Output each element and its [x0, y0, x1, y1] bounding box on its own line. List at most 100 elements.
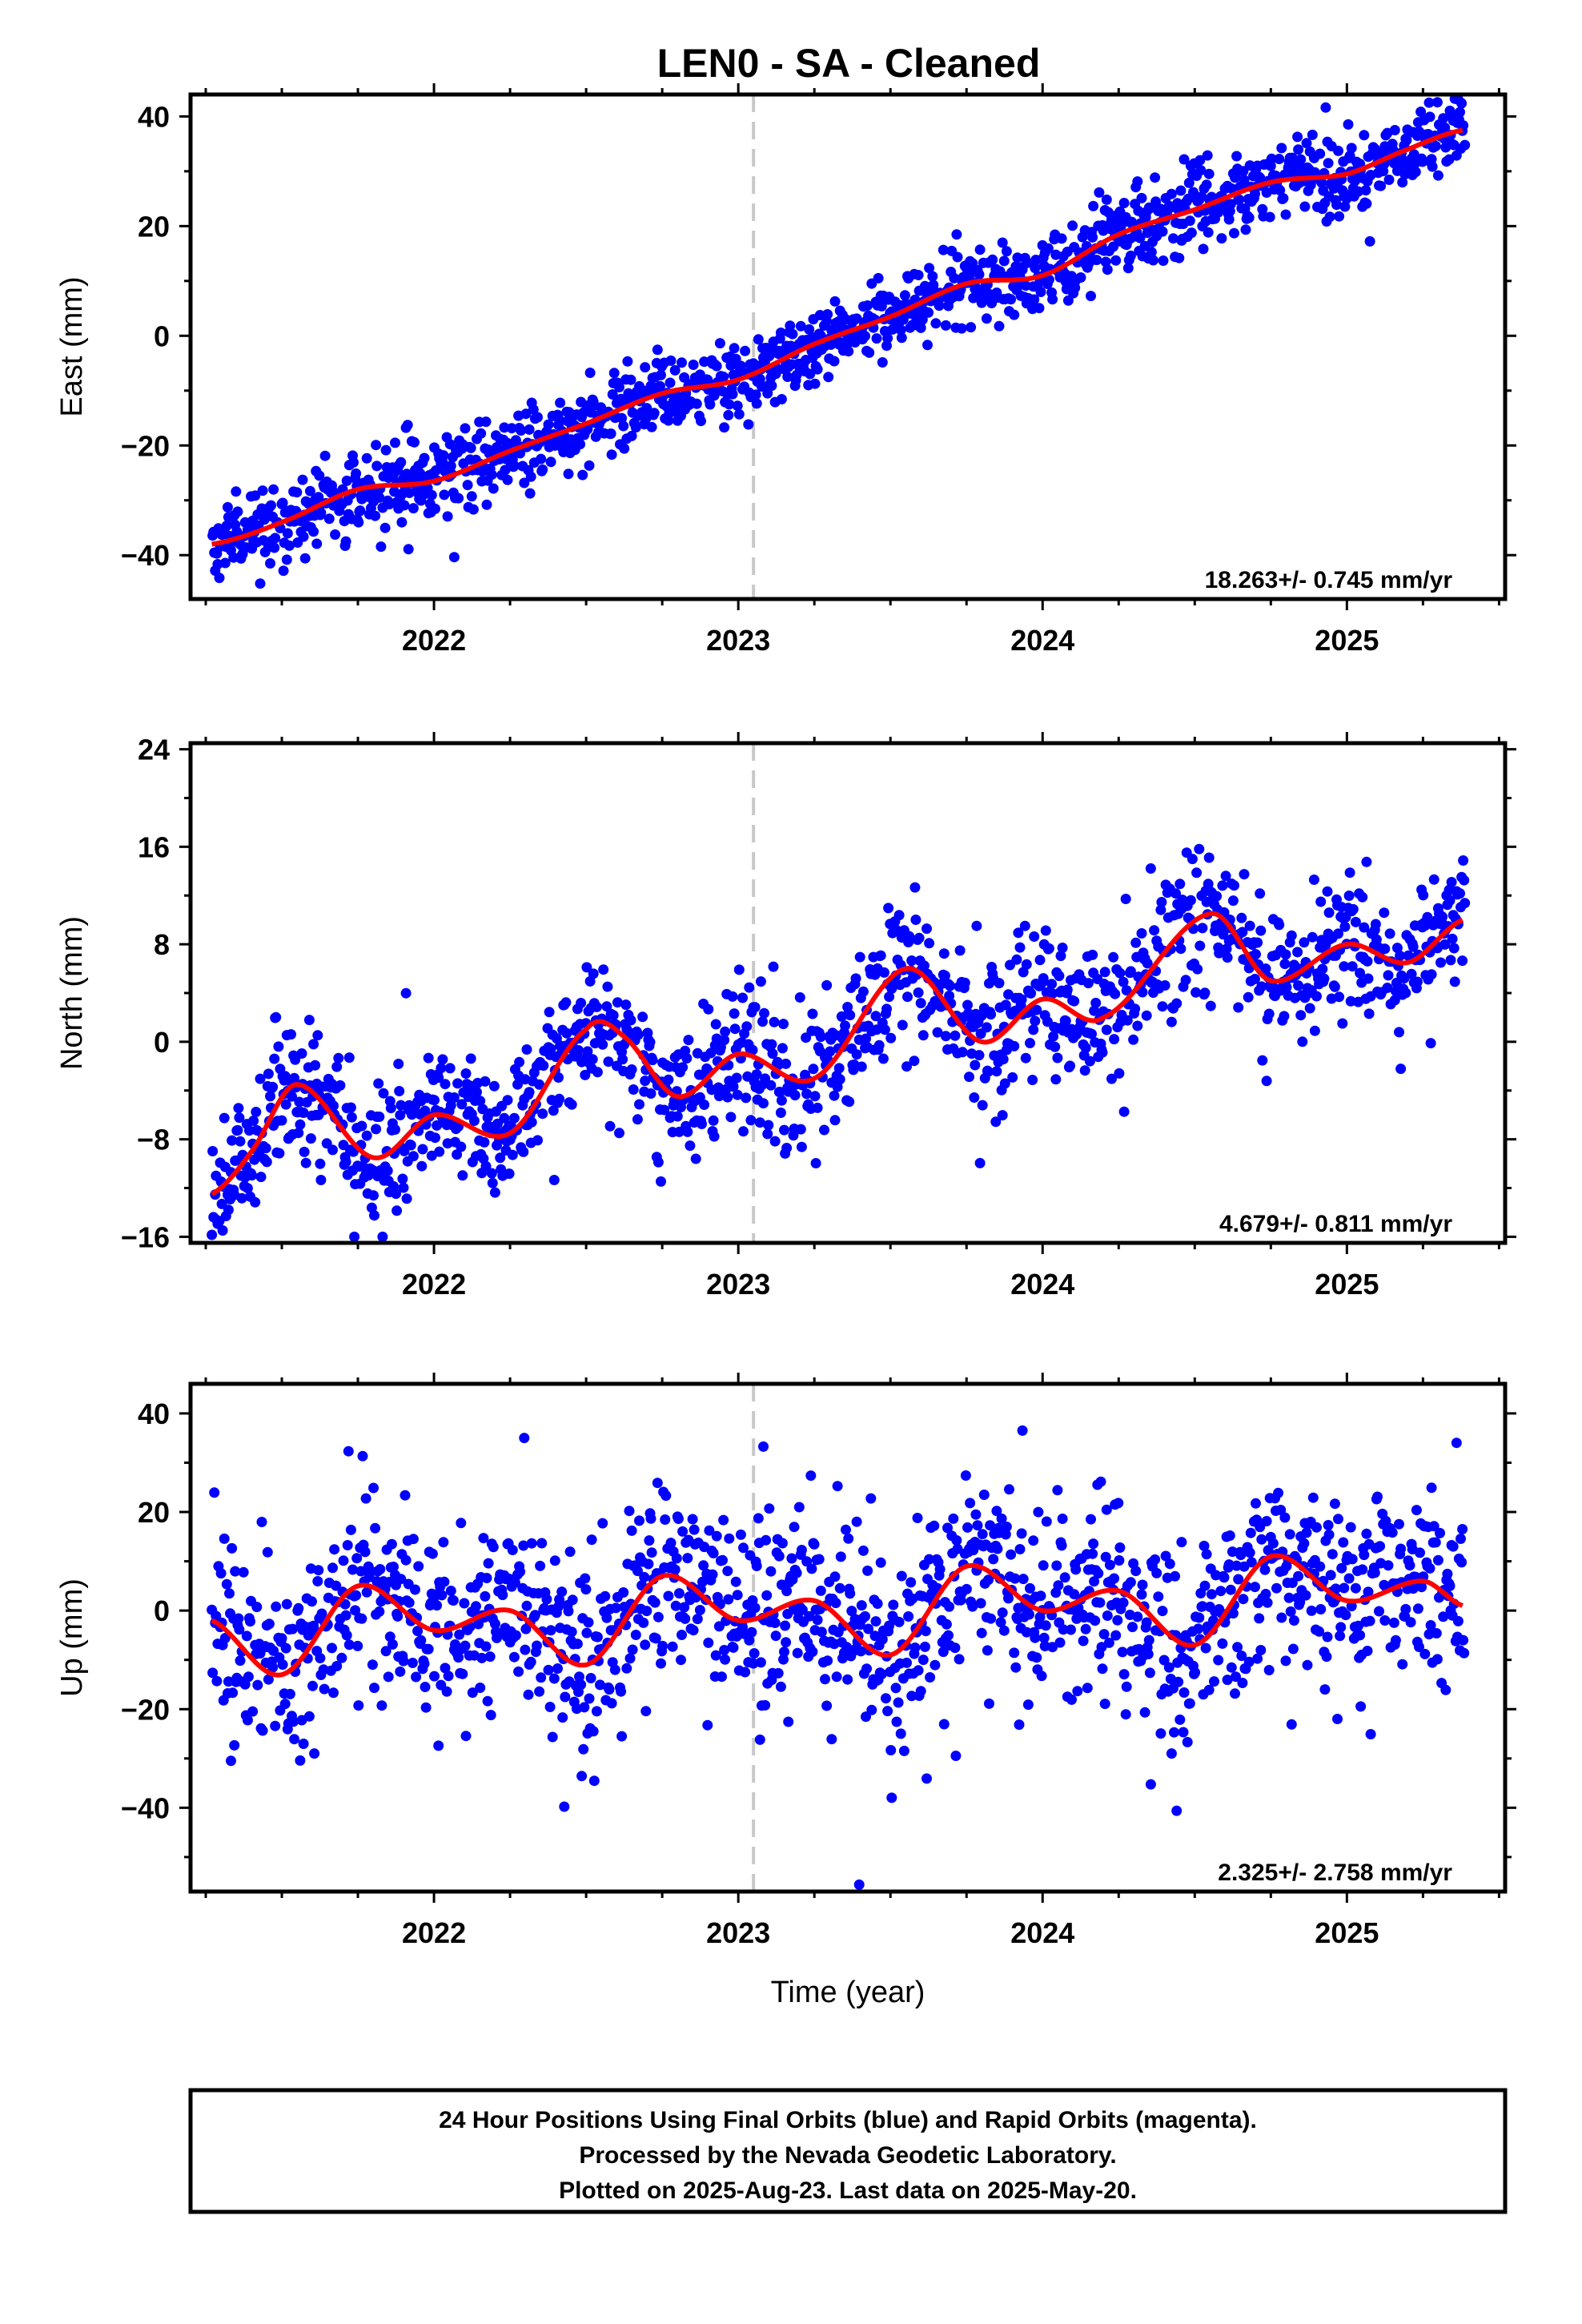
data-point	[516, 425, 527, 436]
data-point	[1286, 930, 1297, 941]
data-point	[1030, 1632, 1041, 1643]
data-point	[484, 1651, 496, 1663]
data-point	[1244, 920, 1255, 931]
data-point	[830, 1598, 841, 1609]
data-point	[1102, 264, 1113, 275]
data-point	[1134, 232, 1146, 243]
data-point	[543, 1664, 554, 1675]
fit-line-east	[211, 127, 1464, 547]
data-point	[673, 1588, 685, 1599]
data-point	[626, 430, 637, 441]
data-point	[720, 1654, 731, 1665]
data-point	[207, 1229, 218, 1240]
data-point	[1163, 1662, 1174, 1673]
data-point	[1261, 1516, 1272, 1526]
data-point	[1185, 895, 1196, 906]
data-point	[355, 1566, 367, 1577]
data-point	[1293, 1570, 1304, 1582]
data-point	[977, 1529, 988, 1540]
data-point	[223, 1676, 234, 1687]
data-point	[656, 1176, 666, 1187]
data-point	[374, 492, 385, 503]
data-point	[1357, 1564, 1368, 1575]
data-point	[860, 1610, 870, 1622]
data-point	[951, 229, 962, 240]
data-point	[1201, 1549, 1212, 1560]
data-point	[703, 1003, 714, 1015]
data-point	[1082, 1683, 1093, 1694]
data-point	[1157, 1606, 1168, 1617]
data-point	[645, 1513, 656, 1524]
data-point	[649, 1597, 661, 1608]
data-point	[952, 251, 963, 263]
data-point	[805, 1470, 817, 1482]
data-point	[885, 1032, 897, 1043]
data-point	[1306, 1605, 1317, 1616]
data-point	[938, 1647, 949, 1658]
data-point	[1292, 947, 1303, 958]
data-point	[1087, 231, 1098, 243]
data-point	[545, 1625, 556, 1636]
data-point	[576, 1771, 588, 1782]
data-point	[1066, 1694, 1077, 1705]
data-point	[536, 1538, 548, 1549]
data-point	[1295, 154, 1307, 165]
data-point	[1056, 1540, 1067, 1551]
data-point	[415, 468, 426, 479]
data-point	[502, 1095, 513, 1106]
data-point	[738, 1126, 749, 1137]
data-point	[252, 1679, 263, 1691]
data-point	[1425, 1620, 1436, 1630]
data-point	[1238, 1594, 1249, 1605]
data-point	[1252, 937, 1263, 948]
data-point	[915, 1686, 926, 1697]
data-point	[965, 1498, 976, 1509]
data-point	[1007, 1072, 1018, 1083]
data-point	[1130, 1003, 1141, 1015]
data-point	[388, 1562, 399, 1572]
data-point	[825, 1046, 836, 1057]
data-point	[801, 1556, 813, 1567]
data-point	[235, 1136, 246, 1147]
data-point	[263, 1618, 275, 1630]
data-point	[692, 1614, 703, 1625]
data-point	[1086, 1514, 1096, 1525]
data-point	[607, 389, 618, 400]
data-point	[792, 1647, 803, 1659]
data-point	[1001, 246, 1012, 257]
data-point	[1047, 1642, 1058, 1653]
data-point	[308, 526, 319, 537]
data-point	[1058, 1624, 1069, 1635]
data-point	[1221, 943, 1232, 955]
data-point	[679, 372, 690, 383]
data-point	[1086, 291, 1096, 302]
data-point	[1025, 1582, 1035, 1594]
data-point	[1286, 1719, 1297, 1730]
data-point	[351, 1553, 363, 1564]
data-point	[745, 1115, 757, 1126]
data-point	[1192, 963, 1203, 975]
data-point	[357, 1450, 368, 1462]
data-point	[1166, 188, 1177, 199]
data-point	[619, 443, 630, 454]
data-point	[1395, 1063, 1407, 1075]
data-point	[685, 1140, 696, 1152]
data-point	[524, 1087, 535, 1098]
data-point	[628, 1084, 639, 1095]
data-point	[536, 453, 547, 464]
data-point	[873, 1039, 885, 1051]
data-point	[966, 322, 977, 333]
data-point	[901, 1657, 912, 1668]
data-point	[378, 1088, 389, 1099]
data-point	[1457, 955, 1468, 967]
data-point	[1155, 203, 1166, 215]
data-point	[319, 1683, 330, 1695]
data-point	[234, 1624, 245, 1635]
data-point	[532, 412, 543, 423]
data-point	[990, 1116, 1002, 1128]
data-point	[407, 1658, 418, 1668]
data-point	[711, 360, 722, 372]
data-point	[566, 1099, 577, 1110]
data-point	[913, 987, 924, 998]
data-point	[1319, 973, 1330, 984]
